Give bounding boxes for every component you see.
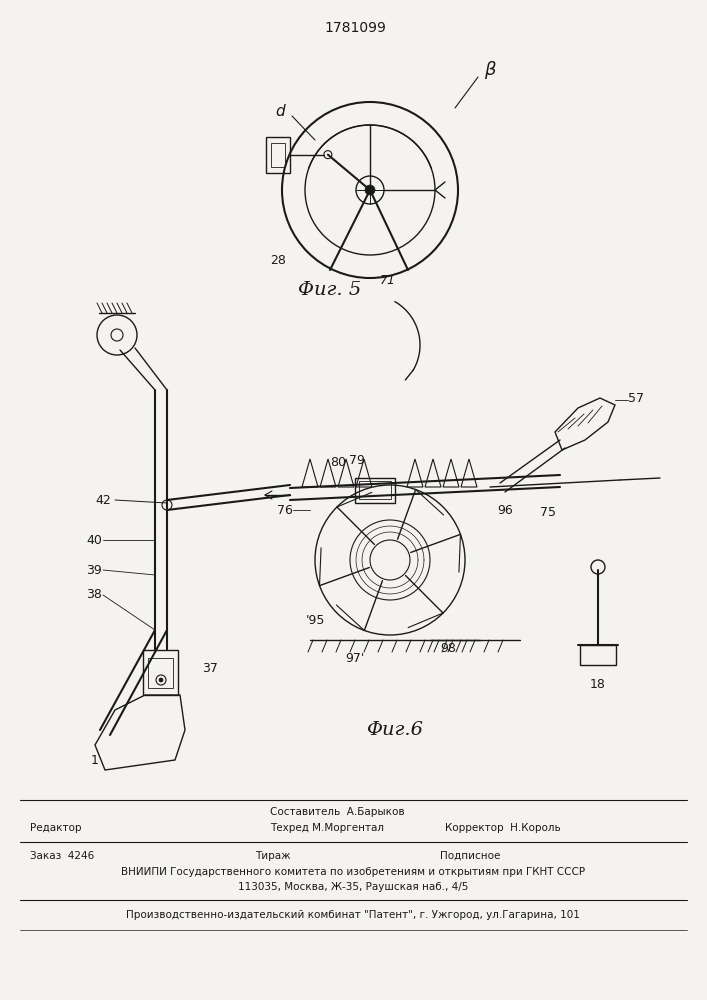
Text: 1781099: 1781099 bbox=[324, 21, 386, 35]
Text: Редактор: Редактор bbox=[30, 823, 81, 833]
Text: 97': 97' bbox=[345, 652, 365, 664]
Text: Заказ  4246: Заказ 4246 bbox=[30, 851, 94, 861]
Text: Тираж: Тираж bbox=[255, 851, 291, 861]
Text: 38: 38 bbox=[86, 588, 102, 601]
Text: 79: 79 bbox=[349, 454, 365, 466]
Text: 1: 1 bbox=[91, 754, 99, 766]
Text: Φиг.6: Φиг.6 bbox=[366, 721, 423, 739]
Text: 80: 80 bbox=[330, 456, 346, 468]
Text: 113035, Москва, Ж-35, Раушская наб., 4/5: 113035, Москва, Ж-35, Раушская наб., 4/5 bbox=[238, 882, 468, 892]
Text: 42: 42 bbox=[95, 493, 111, 506]
Text: 96: 96 bbox=[497, 504, 513, 516]
Text: d: d bbox=[275, 104, 285, 119]
Text: Техред М.Моргентал: Техред М.Моргентал bbox=[270, 823, 384, 833]
Text: Производственно-издательский комбинат "Патент", г. Ужгород, ул.Гагарина, 101: Производственно-издательский комбинат "П… bbox=[126, 910, 580, 920]
Text: 75: 75 bbox=[540, 506, 556, 518]
Text: Подписное: Подписное bbox=[440, 851, 501, 861]
Text: '95: '95 bbox=[305, 613, 325, 626]
Text: 40: 40 bbox=[86, 534, 102, 546]
Bar bbox=[266, 137, 290, 173]
Text: ВНИИПИ Государственного комитета по изобретениям и открытиям при ГКНТ СССР: ВНИИПИ Государственного комитета по изоб… bbox=[121, 867, 585, 877]
Text: 57: 57 bbox=[628, 391, 644, 404]
Bar bbox=[580, 645, 616, 665]
Text: 39: 39 bbox=[86, 564, 102, 576]
Text: 18: 18 bbox=[590, 678, 606, 692]
Text: 37: 37 bbox=[202, 662, 218, 674]
Text: 71: 71 bbox=[380, 273, 396, 286]
Text: Φиг. 5: Φиг. 5 bbox=[298, 281, 361, 299]
Bar bbox=[148, 658, 173, 688]
Text: Корректор  Н.Король: Корректор Н.Король bbox=[445, 823, 561, 833]
Text: Составитель  А.Барыков: Составитель А.Барыков bbox=[270, 807, 404, 817]
Text: 28: 28 bbox=[270, 253, 286, 266]
Bar bbox=[359, 481, 391, 499]
Text: 98: 98 bbox=[440, 642, 456, 654]
Text: 76: 76 bbox=[277, 504, 293, 516]
Circle shape bbox=[159, 678, 163, 682]
Text: β: β bbox=[484, 61, 496, 79]
Bar bbox=[271, 143, 285, 167]
Circle shape bbox=[365, 185, 375, 195]
Bar bbox=[143, 650, 178, 695]
Bar bbox=[355, 478, 395, 503]
